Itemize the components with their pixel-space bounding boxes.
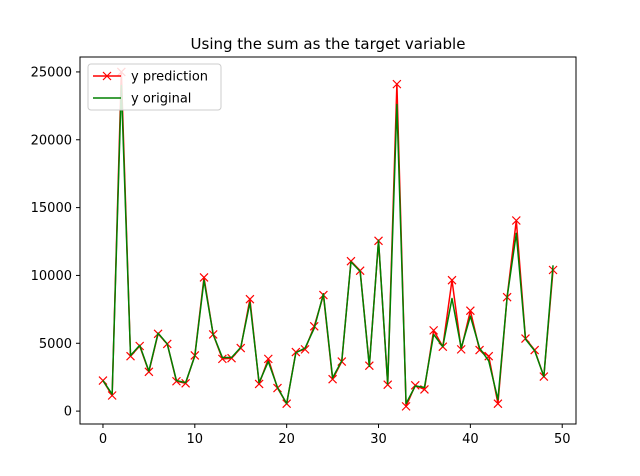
data-point-marker (493, 399, 503, 409)
legend-label: y prediction (131, 70, 208, 85)
y-tick-label: 5000 (39, 337, 72, 352)
data-point-marker (245, 294, 255, 304)
data-point-marker (217, 354, 227, 364)
x-tick-label: 10 (187, 432, 204, 447)
y-tick-label: 15000 (31, 201, 72, 216)
y-tick-label: 25000 (31, 65, 72, 80)
data-point-marker (300, 344, 310, 354)
y-tick-label: 20000 (31, 133, 72, 148)
plot-area-frame (79, 56, 577, 425)
data-point-marker (199, 273, 209, 282)
legend-item: y original (93, 92, 191, 107)
data-point-marker (328, 374, 338, 384)
data-point-marker (447, 275, 457, 285)
series-line (102, 84, 554, 405)
legend-label: y original (131, 92, 191, 107)
series-original (102, 84, 554, 405)
series-prediction (98, 67, 558, 411)
y-tick-label: 10000 (31, 269, 72, 284)
legend-marker (102, 71, 112, 81)
data-point-marker (263, 354, 273, 364)
data-point-marker (107, 391, 117, 400)
x-tick-label: 40 (462, 432, 479, 447)
data-point-marker (429, 325, 439, 335)
x-tick-label: 30 (370, 432, 387, 447)
legend: y prediction y original (87, 63, 222, 111)
chart-title: Using the sum as the target variable (191, 35, 466, 53)
data-point-marker (456, 344, 466, 354)
legend-item: y prediction (93, 70, 208, 85)
axis-ticks: 0 10 20 30 40 50 0 5000 10000 15000 20000 25000 (31, 65, 571, 447)
y-tick-label: 0 (64, 405, 72, 420)
x-tick-label: 50 (554, 432, 571, 447)
x-tick-label: 20 (278, 432, 295, 447)
data-point-marker (392, 79, 402, 89)
legend-box (87, 63, 222, 111)
data-point-marker (484, 351, 494, 361)
data-point-marker (254, 379, 264, 389)
series-layer (98, 67, 558, 411)
x-tick-label: 0 (99, 432, 107, 447)
data-point-marker (401, 401, 411, 411)
data-point-marker (511, 216, 521, 225)
data-point-marker (465, 306, 475, 316)
